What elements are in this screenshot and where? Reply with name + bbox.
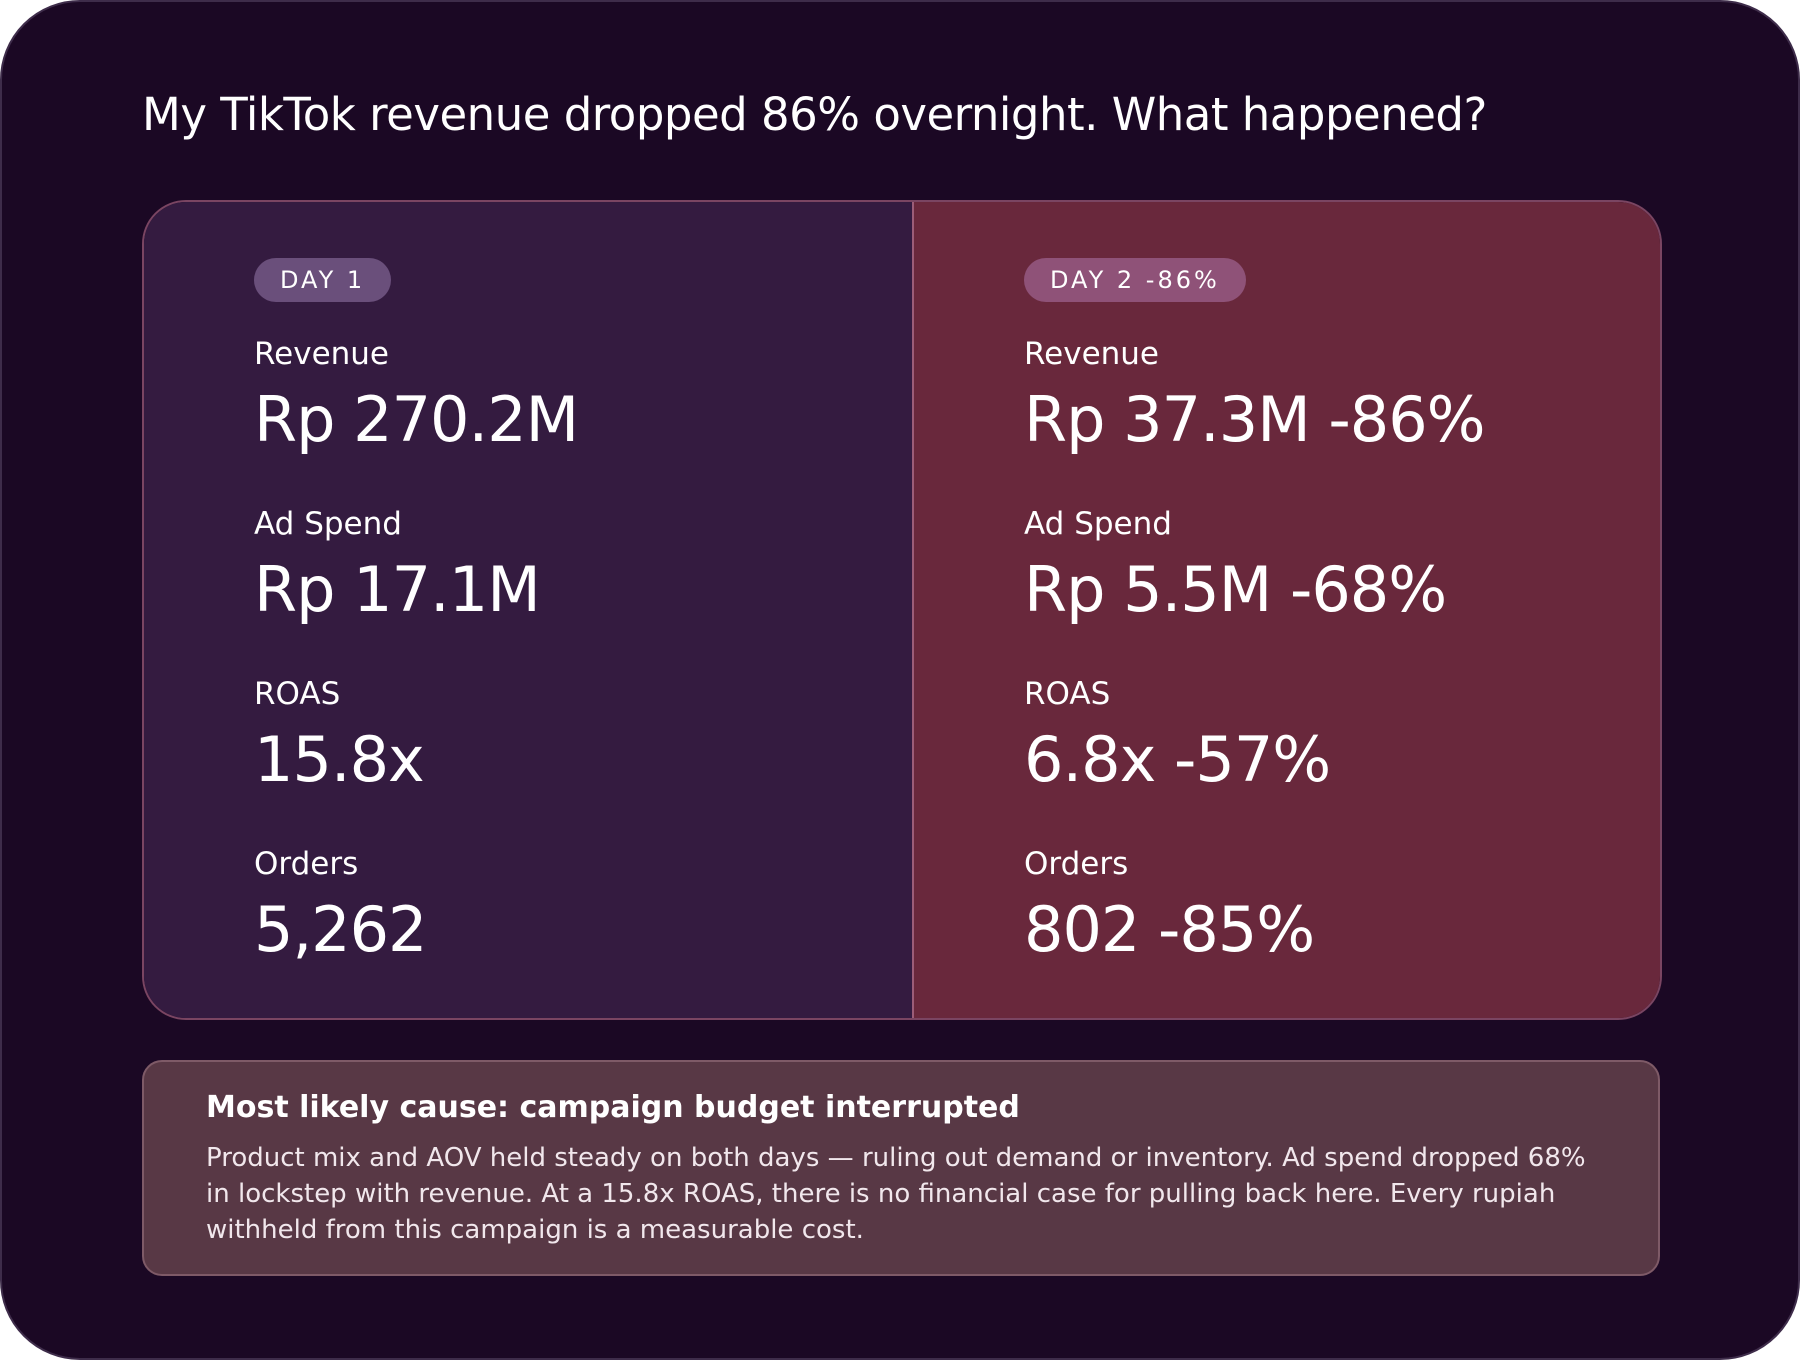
day1-revenue-label: Revenue [254,336,390,372]
day-comparison: DAY 1 Revenue Rp 270.2M Ad Spend Rp 17.1… [142,200,1662,1020]
day1-orders-metric: Orders 5,262 [254,844,427,966]
day2-revenue-metric: Revenue Rp 37.3M -86% [1024,334,1486,456]
day1-ad-spend-metric: Ad Spend Rp 17.1M [254,504,541,626]
day2-ad-spend-metric: Ad Spend Rp 5.5M -68% [1024,504,1447,626]
day1-revenue-metric: Revenue Rp 270.2M [254,334,579,456]
page-title: My TikTok revenue dropped 86% overnight.… [142,88,1487,141]
day2-roas-metric: ROAS 6.8x -57% [1024,674,1331,796]
day2-orders-value: 802 -85% [1024,893,1315,966]
day1-roas-label: ROAS [254,676,341,712]
day1-badge: DAY 1 [254,258,392,302]
day1-orders-value: 5,262 [254,893,427,966]
day1-panel: DAY 1 Revenue Rp 270.2M Ad Spend Rp 17.1… [144,202,912,1018]
day2-badge: DAY 2 -86% [1024,258,1246,302]
day1-roas-metric: ROAS 15.8x [254,674,425,796]
day1-orders-label: Orders [254,846,359,882]
likely-cause-description: Product mix and AOV held steady on both … [206,1143,1586,1245]
day2-roas-label: ROAS [1024,676,1111,712]
day2-orders-metric: Orders 802 -85% [1024,844,1315,966]
day2-ad-spend-label: Ad Spend [1024,506,1172,542]
day1-roas-value: 15.8x [254,723,425,796]
day1-ad-spend-label: Ad Spend [254,506,402,542]
day1-revenue-value: Rp 270.2M [254,383,579,456]
day2-panel: DAY 2 -86% Revenue Rp 37.3M -86% Ad Spen… [912,202,1660,1018]
day2-revenue-value: Rp 37.3M -86% [1024,383,1486,456]
day2-orders-label: Orders [1024,846,1129,882]
day2-roas-value: 6.8x -57% [1024,723,1331,796]
day1-ad-spend-value: Rp 17.1M [254,553,541,626]
day2-revenue-label: Revenue [1024,336,1160,372]
likely-cause-title: Most likely cause: campaign budget inter… [206,1090,1020,1125]
day2-ad-spend-value: Rp 5.5M -68% [1024,553,1447,626]
likely-cause-panel: Most likely cause: campaign budget inter… [142,1060,1660,1276]
